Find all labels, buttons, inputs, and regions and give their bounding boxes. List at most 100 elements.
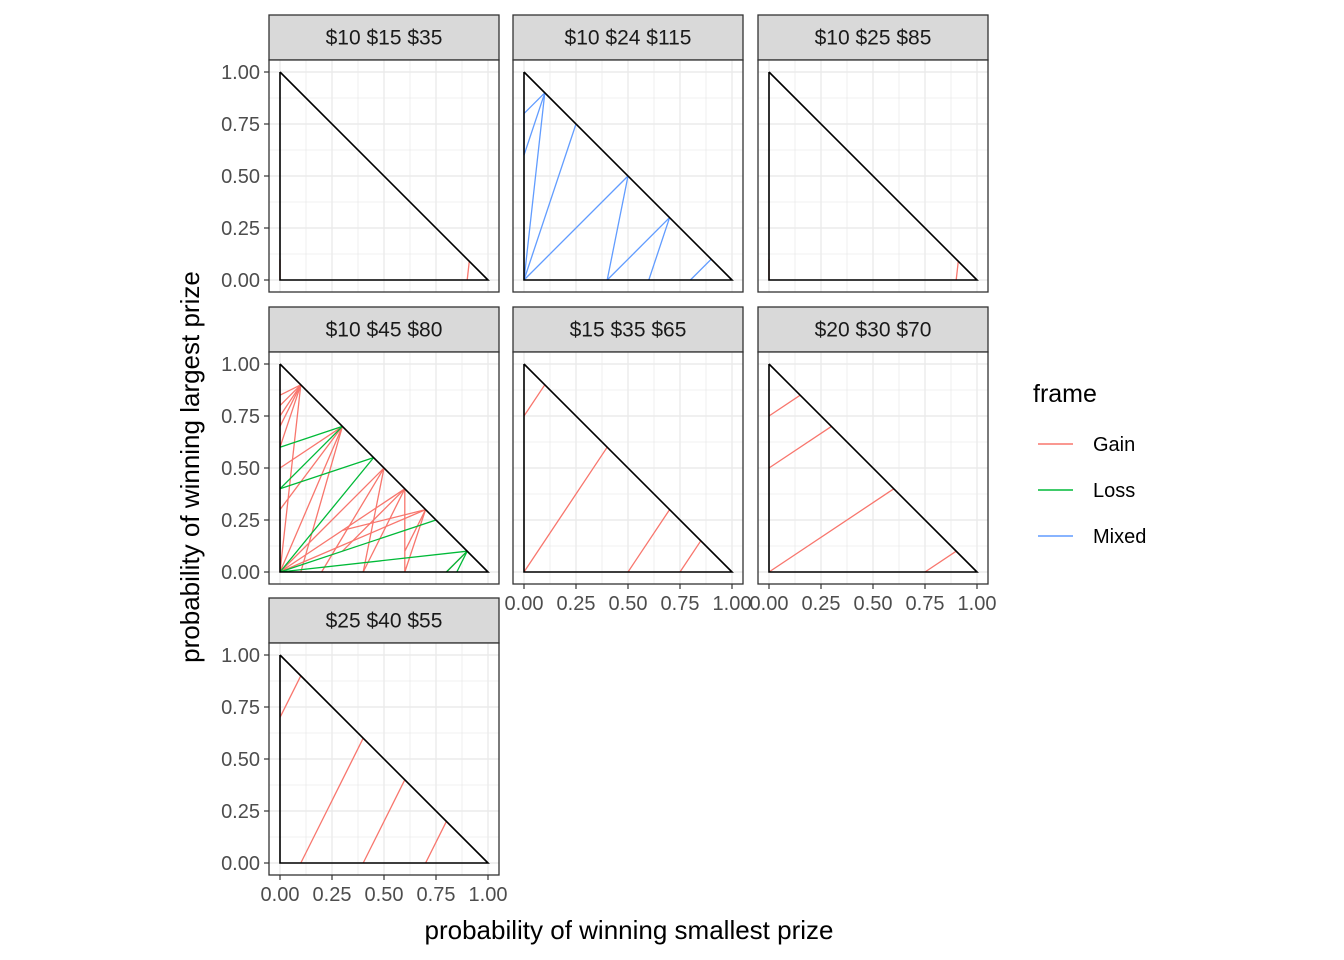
y-tick-label: 1.00 — [221, 62, 260, 84]
x-tick-label: 0.00 — [261, 884, 300, 906]
strip-label: $25 $40 $55 — [326, 610, 443, 633]
y-tick-label: 0.25 — [221, 510, 260, 532]
y-tick-label: 1.00 — [221, 645, 260, 667]
segment-gain — [362, 488, 406, 573]
facet-panel: $15 $35 $65 0.00 0.25 0.50 0.75 1.00 — [505, 306, 752, 615]
segment-loss — [279, 425, 343, 490]
y-tick-label: 0.50 — [221, 166, 260, 188]
simplex-triangle — [523, 71, 734, 281]
strip-background — [757, 14, 989, 61]
segment-mixed — [606, 217, 671, 281]
segment-gain — [279, 384, 302, 407]
facet-panel: $10 $45 $80 0.00 0.25 0.50 0.75 1.00 — [221, 306, 500, 585]
strip-label: $10 $25 $85 — [815, 27, 932, 50]
segment-loss — [279, 519, 437, 573]
segment-mixed — [523, 123, 577, 281]
strip-background — [512, 306, 744, 353]
segment-gain — [404, 509, 427, 573]
segment-gain — [523, 384, 546, 417]
segment-gain — [768, 425, 832, 469]
segment-mixed — [523, 92, 546, 281]
x-tick-label: 0.50 — [854, 593, 893, 615]
simplex-triangle — [279, 363, 490, 573]
simplex-triangle — [768, 71, 979, 281]
x-tick-label: 0.00 — [505, 593, 544, 615]
segment-gain — [279, 384, 302, 427]
segment-gain — [425, 821, 447, 864]
simplex-triangle — [279, 654, 490, 864]
segment-loss — [456, 550, 468, 573]
strip-label: $10 $45 $80 — [326, 319, 443, 342]
segment-gain — [279, 384, 302, 396]
y-tick-label: 0.75 — [221, 114, 260, 136]
segment-gain — [679, 540, 702, 573]
strip-background — [268, 14, 500, 61]
strip-label: $10 $24 $115 — [565, 27, 692, 50]
panel-border — [512, 59, 744, 293]
y-tick-label: 0.75 — [221, 697, 260, 719]
x-tick-label: 0.50 — [609, 593, 648, 615]
segment-gain — [279, 384, 302, 448]
y-tick-label: 0.00 — [221, 270, 260, 292]
legend: frame Gain Loss Mixed — [1033, 380, 1146, 548]
strip-label: $20 $30 $70 — [815, 319, 932, 342]
legend-label-loss: Loss — [1093, 480, 1135, 502]
segment-gain — [341, 488, 406, 552]
strip-label: $15 $35 $65 — [570, 319, 687, 342]
segment-loss — [279, 425, 343, 448]
panels-layer: $10 $15 $35 0.00 0.25 0.50 0.75 1.00 $10 $24 $… — [221, 14, 997, 906]
simplex-triangle — [768, 363, 979, 573]
x-axis-title: probability of winning smallest prize — [425, 915, 834, 945]
segment-gain — [768, 488, 895, 573]
x-tick-label: 0.50 — [365, 884, 404, 906]
segment-gain — [279, 426, 343, 510]
y-tick-label: 0.50 — [221, 749, 260, 771]
segment-mixed — [523, 92, 546, 115]
segment-gain — [627, 509, 671, 573]
facet-panel: $10 $24 $115 — [512, 14, 744, 293]
y-tick-label: 0.50 — [221, 458, 260, 480]
x-tick-label: 0.75 — [661, 593, 700, 615]
facet-panel: $10 $15 $35 0.00 0.25 0.50 0.75 1.00 — [221, 14, 500, 293]
y-tick-label: 1.00 — [221, 354, 260, 376]
segment-loss — [279, 550, 468, 573]
segment-mixed — [523, 92, 546, 156]
x-tick-label: 0.25 — [313, 884, 352, 906]
segment-gain — [924, 550, 957, 573]
segment-gain — [768, 394, 801, 417]
segment-gain — [279, 675, 302, 718]
panel-border — [757, 59, 989, 293]
segment-mixed — [689, 258, 712, 281]
segment-gain — [300, 426, 344, 573]
segment-mixed — [523, 175, 629, 281]
simplex-triangle — [523, 363, 734, 573]
strip-label: $10 $15 $35 — [326, 27, 443, 50]
segment-gain — [279, 467, 385, 573]
segment-loss — [279, 457, 375, 573]
x-tick-label: 0.75 — [906, 593, 945, 615]
x-tick-label: 0.00 — [750, 593, 789, 615]
segment-gain — [523, 446, 608, 573]
facet-panel: $20 $30 $70 0.00 0.25 0.50 0.75 1.00 — [750, 306, 997, 615]
x-tick-label: 1.00 — [469, 884, 508, 906]
segment-gain — [300, 737, 364, 864]
y-tick-label: 0.25 — [221, 801, 260, 823]
y-axis-title: probability of winning largest prize — [175, 271, 205, 663]
segment-gain — [342, 508, 426, 532]
facet-panel: $10 $25 $85 — [757, 14, 989, 293]
y-tick-label: 0.00 — [221, 562, 260, 584]
segment-mixed — [648, 217, 671, 281]
legend-title: frame — [1033, 380, 1097, 408]
segment-loss — [279, 456, 374, 490]
legend-label-mixed: Mixed — [1093, 526, 1146, 548]
strip-background — [757, 306, 989, 353]
segment-gain — [955, 261, 959, 281]
legend-label-gain: Gain — [1093, 434, 1135, 456]
x-tick-label: 0.75 — [417, 884, 456, 906]
segment-loss — [445, 550, 468, 573]
segment-gain — [466, 261, 470, 281]
y-tick-label: 0.25 — [221, 218, 260, 240]
x-tick-label: 1.00 — [713, 593, 752, 615]
strip-background — [268, 306, 500, 353]
x-tick-label: 1.00 — [958, 593, 997, 615]
